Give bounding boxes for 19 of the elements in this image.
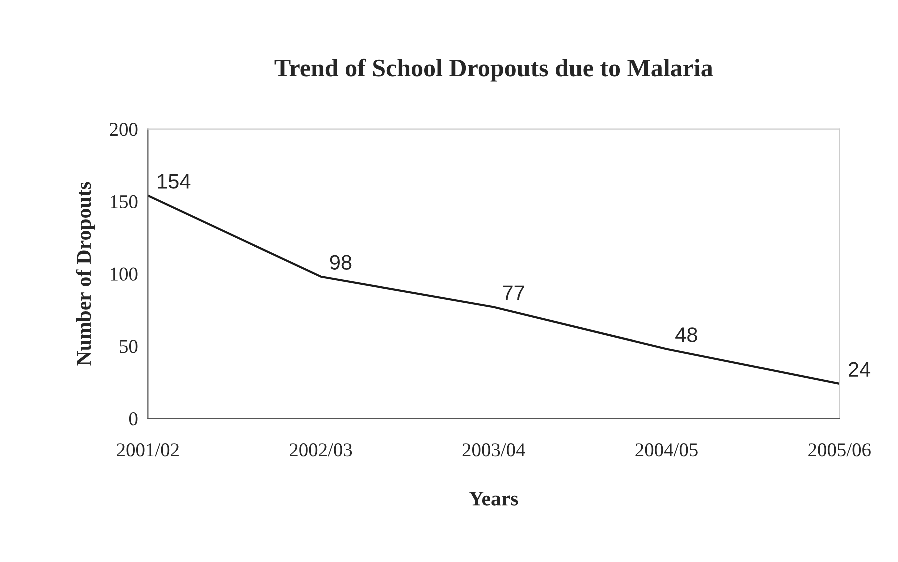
y-tick-label: 0	[129, 412, 138, 426]
data-label: 98	[330, 255, 352, 270]
line-series	[148, 194, 840, 386]
y-tick-label: 50	[120, 340, 138, 354]
x-tick-label: 2001/02	[117, 444, 179, 457]
data-label: 154	[158, 174, 191, 189]
x-axis-title: Years	[469, 492, 518, 506]
x-tick-label: 2003/04	[462, 444, 526, 457]
x-tick-label: 2002/03	[290, 444, 352, 457]
data-label: 24	[849, 362, 871, 377]
y-tick-label: 150	[110, 195, 138, 209]
y-axis-title: Number of Dropouts	[76, 182, 96, 366]
y-tick-label: 100	[110, 268, 138, 281]
data-label: 77	[503, 286, 524, 300]
y-tick-label: 200	[110, 123, 138, 136]
chart-title: Trend of School Dropouts due to Malaria	[274, 58, 713, 82]
x-tick-label: 2005/06	[808, 444, 871, 457]
x-tick-label: 2004/05	[636, 444, 698, 457]
data-label: 48	[676, 328, 698, 342]
